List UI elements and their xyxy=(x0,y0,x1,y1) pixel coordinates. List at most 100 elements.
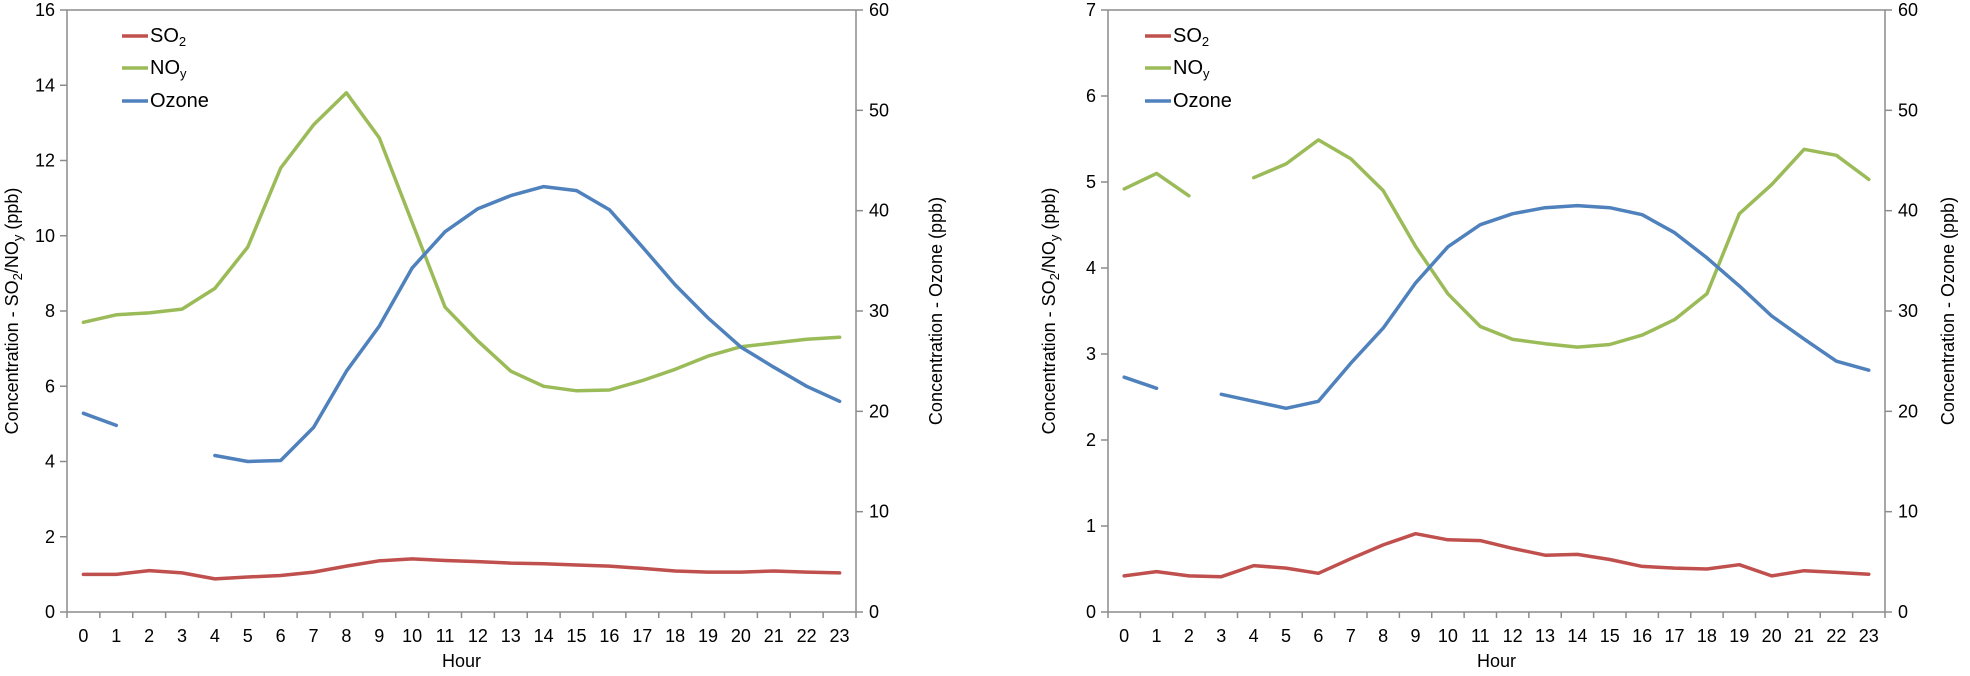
series-ozone-line xyxy=(1122,203,1871,411)
x-tick-label: 18 xyxy=(1697,626,1717,646)
x-tick-label: 16 xyxy=(599,626,619,646)
y-left-tick-label: 14 xyxy=(35,75,55,95)
y-left-tick-label: 5 xyxy=(1086,172,1096,192)
series-noy-line xyxy=(81,91,842,393)
x-tick-label: 14 xyxy=(1567,626,1587,646)
y-left-tick-label: 8 xyxy=(45,301,55,321)
x-tick-label: 14 xyxy=(534,626,554,646)
legend-item-so2: SO2 xyxy=(1145,25,1209,49)
legend-item-so2: SO2 xyxy=(122,25,186,49)
y-right-axis-title: Concentration - Ozone (ppb) xyxy=(926,197,946,425)
x-tick-label: 17 xyxy=(1665,626,1685,646)
y-right-tick-label: 60 xyxy=(869,0,889,20)
x-tick-label: 4 xyxy=(1249,626,1259,646)
y-right-tick-label: 10 xyxy=(1898,502,1918,522)
y-left-tick-label: 4 xyxy=(45,452,55,472)
x-tick-label: 5 xyxy=(243,626,253,646)
y-left-tick-label: 3 xyxy=(1086,344,1096,364)
x-tick-label: 4 xyxy=(210,626,220,646)
x-tick-label: 3 xyxy=(1216,626,1226,646)
legend-label-so2: SO2 xyxy=(1173,25,1209,49)
y-right-tick-label: 30 xyxy=(1898,301,1918,321)
y-left-tick-label: 6 xyxy=(45,376,55,396)
y-left-tick-label: 10 xyxy=(35,226,55,246)
legend-label-ozone: Ozone xyxy=(150,90,209,112)
x-tick-label: 11 xyxy=(1471,626,1490,646)
series-so2-line xyxy=(1122,531,1871,579)
x-tick-label: 9 xyxy=(374,626,384,646)
y-right-tick-label: 30 xyxy=(869,301,889,321)
series-noy-line xyxy=(1122,138,1871,349)
x-tick-label: 22 xyxy=(797,626,817,646)
x-tick-label: 13 xyxy=(501,626,521,646)
x-tick-label: 12 xyxy=(468,626,488,646)
x-tick-label: 13 xyxy=(1535,626,1555,646)
series-ozone-line xyxy=(81,184,842,464)
y-right-tick-label: 0 xyxy=(1898,602,1908,622)
y-right-tick-label: 50 xyxy=(869,100,889,120)
left-chart-box: 0 1 2 3 4 5 6 7 8 9 10 11 12 13 14 15 16 17 18 19 20 21 22 23 Ho… xyxy=(0,0,985,671)
y-left-tick-label: 0 xyxy=(45,602,55,622)
y-left-tick-label: 7 xyxy=(1086,0,1096,20)
x-tick-label: 1 xyxy=(1152,626,1162,646)
y-left-tick-label: 12 xyxy=(35,151,55,171)
y-left-tick-label: 0 xyxy=(1086,602,1096,622)
x-tick-label: 10 xyxy=(1438,626,1458,646)
x-tick-label: 18 xyxy=(665,626,685,646)
y-left-axis-title: Concentration - SO2/NOy (ppb) xyxy=(2,188,25,435)
x-tick-label: 16 xyxy=(1632,626,1652,646)
y-right-tick-label: 20 xyxy=(869,401,889,421)
right-chart-box: 0 1 2 3 4 5 6 7 8 9 10 11 12 13 14 15 16 17 18 19 20 21 22 23 Ho… xyxy=(985,0,1970,671)
legend-label-ozone: Ozone xyxy=(1173,90,1232,112)
y-left-tick-label: 1 xyxy=(1086,516,1096,536)
legend-item-ozone: Ozone xyxy=(1145,90,1232,112)
x-tick-label: 19 xyxy=(698,626,718,646)
y-left-tick-label: 6 xyxy=(1086,86,1096,106)
x-tick-label: 7 xyxy=(1346,626,1356,646)
series-so2-line xyxy=(81,557,842,581)
legend-label-noy: NOy xyxy=(150,57,187,81)
legend-item-ozone: Ozone xyxy=(122,90,209,112)
legend-label-so2: SO2 xyxy=(150,25,186,49)
x-tick-label: 20 xyxy=(1762,626,1782,646)
x-tick-label: 6 xyxy=(1313,626,1323,646)
legend-label-noy: NOy xyxy=(1173,57,1210,81)
x-tick-label: 19 xyxy=(1729,626,1749,646)
y-left-tick-label: 16 xyxy=(35,0,55,20)
x-tick-label: 8 xyxy=(341,626,351,646)
y-right-tick-label: 50 xyxy=(1898,100,1918,120)
y-left-tick-label: 2 xyxy=(45,527,55,547)
y-right-tick-label: 20 xyxy=(1898,401,1918,421)
y-right-tick-label: 40 xyxy=(869,201,889,221)
legend-item-noy: NOy xyxy=(1145,57,1210,81)
y-left-axis-title: Concentration - SO2/NOy (ppb) xyxy=(1039,188,1062,435)
left-chart: 0 1 2 3 4 5 6 7 8 9 10 11 12 13 14 15 16 17 18 19 20 21 22 23Ho… xyxy=(2,0,946,671)
x-tick-label: 8 xyxy=(1378,626,1388,646)
x-tick-label: 5 xyxy=(1281,626,1291,646)
y-left-tick-label: 4 xyxy=(1086,258,1096,278)
x-tick-label: 7 xyxy=(309,626,319,646)
x-tick-label: 2 xyxy=(1184,626,1194,646)
x-tick-label: 1 xyxy=(111,626,121,646)
x-tick-label: 11 xyxy=(436,626,455,646)
x-tick-label: 2 xyxy=(144,626,154,646)
y-right-tick-label: 0 xyxy=(869,602,879,622)
x-axis-title: Hour xyxy=(1477,651,1516,671)
y-right-axis-title: Concentration - Ozone (ppb) xyxy=(1938,197,1958,425)
x-tick-label: 21 xyxy=(764,626,784,646)
y-left-tick-label: 2 xyxy=(1086,430,1096,450)
x-tick-label: 9 xyxy=(1411,626,1421,646)
x-tick-label: 6 xyxy=(276,626,286,646)
y-right-tick-label: 60 xyxy=(1898,0,1918,20)
x-tick-label: 12 xyxy=(1503,626,1523,646)
right-chart: 0 1 2 3 4 5 6 7 8 9 10 11 12 13 14 15 16 17 18 19 20 21 22 23Ho… xyxy=(1039,0,1958,671)
x-tick-label: 10 xyxy=(402,626,422,646)
x-tick-label: 17 xyxy=(632,626,652,646)
x-tick-label: 0 xyxy=(1119,626,1129,646)
y-right-tick-label: 10 xyxy=(869,502,889,522)
legend-item-noy: NOy xyxy=(122,57,187,81)
x-tick-label: 22 xyxy=(1826,626,1846,646)
x-tick-label: 20 xyxy=(731,626,751,646)
x-tick-label: 15 xyxy=(1600,626,1620,646)
